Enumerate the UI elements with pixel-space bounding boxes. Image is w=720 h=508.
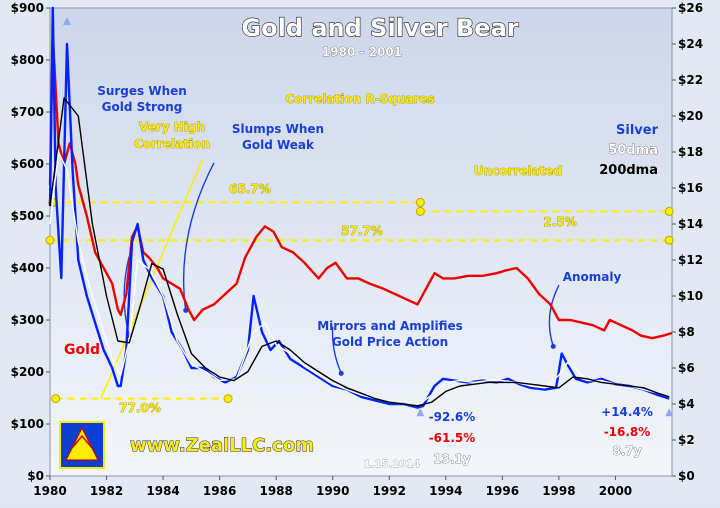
- legend-silver: Silver: [616, 123, 659, 138]
- annotation-arrow-head: [550, 343, 556, 349]
- very-high-label-2: Correlation: [134, 137, 210, 151]
- x-tick-label: 1986: [203, 484, 236, 498]
- x-tick-label: 1982: [90, 484, 123, 498]
- x-tick-label: 1988: [259, 484, 292, 498]
- gold-series-label: Gold: [64, 342, 100, 358]
- right-tick-label: $8: [678, 325, 695, 339]
- right-tick-label: $4: [678, 397, 695, 411]
- stat2-silver: +14.4%: [601, 405, 653, 419]
- left-tick-label: $600: [11, 157, 44, 171]
- right-tick-label: $22: [678, 73, 703, 87]
- right-tick-label: $24: [678, 37, 703, 51]
- right-tick-label: $16: [678, 181, 703, 195]
- website-label: www.ZealLLC.com: [130, 435, 314, 456]
- right-tick-label: $26: [678, 1, 703, 15]
- mirrors-label-1: Mirrors and Amplifies: [317, 319, 463, 333]
- correlation-dash-dot: [45, 235, 55, 245]
- logo-emblem-arc: [71, 434, 93, 449]
- annotation-arrow: [331, 326, 342, 374]
- surges-label-2: Gold Strong: [102, 100, 183, 114]
- rsq-657: 65.7%: [229, 182, 271, 196]
- x-tick-label: 2000: [599, 484, 632, 498]
- annotation-arrow: [548, 284, 560, 347]
- right-axis: $0 $2 $4 $6 $8 $10 $12 $14 $16 $18 $20 $22 $24 $26: [672, 1, 703, 483]
- rsq-title: Correlation R-Squares: [285, 92, 434, 106]
- left-tick-label: $300: [11, 313, 44, 327]
- right-tick-label: $14: [678, 217, 703, 231]
- slumps-label-1: Slumps When: [232, 122, 324, 136]
- uncorrelated-label: Uncorrelated: [474, 164, 562, 178]
- right-tick-label: $2: [678, 433, 695, 447]
- left-tick-label: $100: [11, 417, 44, 431]
- left-tick-label: $0: [27, 469, 44, 483]
- stat1-years: 13.1y: [433, 452, 471, 466]
- right-tick-label: $10: [678, 289, 703, 303]
- rsq-577: 57.7%: [341, 224, 383, 238]
- x-axis: 1980 1982 1984 1986 1988 1990 1992 1994 1996 1998…: [33, 476, 632, 498]
- series-line-gold: [48, 32, 673, 340]
- left-axis: $0 $100 $200 $300 $400 $500 $600 $700 $800 $900: [11, 1, 50, 483]
- series-line-silver: [48, 6, 670, 409]
- correlation-dash-dot: [415, 197, 425, 207]
- correlation-dash-dot: [51, 394, 61, 404]
- x-tick-label: 1980: [33, 484, 66, 498]
- correlation-dash-dot: [664, 206, 674, 216]
- correlation-dash-dot: [415, 206, 425, 216]
- anomaly-label: Anomaly: [563, 270, 622, 284]
- x-tick-label: 1992: [373, 484, 406, 498]
- start-end-marker: [416, 408, 425, 417]
- legend-200dma: 200dma: [599, 163, 658, 178]
- series-lines: [48, 6, 673, 409]
- x-tick-label: 1990: [316, 484, 349, 498]
- surges-label-1: Surges When: [97, 84, 187, 98]
- stat1-gold: -61.5%: [429, 431, 476, 445]
- mirrors-label-2: Gold Price Action: [332, 335, 448, 349]
- slumps-label-2: Gold Weak: [242, 138, 315, 152]
- left-tick-label: $700: [11, 105, 44, 119]
- logo-emblem: [65, 426, 99, 461]
- correlation-dash-dot: [664, 235, 674, 245]
- chart-title: Gold and Silver Bear: [241, 14, 518, 42]
- left-tick-label: $500: [11, 209, 44, 223]
- correlation-dashes: [45, 158, 674, 404]
- rsq-770: 77.0%: [119, 401, 161, 415]
- right-tick-label: $6: [678, 361, 695, 375]
- rsq-25: 2.5%: [543, 215, 576, 229]
- x-tick-label: 1984: [146, 484, 179, 498]
- date-label: 1.15.2014: [364, 459, 420, 470]
- right-tick-label: $18: [678, 145, 703, 159]
- series-line-200dma: [49, 97, 670, 407]
- right-tick-label: $12: [678, 253, 703, 267]
- left-tick-label: $800: [11, 53, 44, 67]
- x-tick-label: 1996: [486, 484, 519, 498]
- correlation-dash-dot: [223, 394, 233, 404]
- annotation-arrow-head: [183, 307, 189, 313]
- right-tick-label: $20: [678, 109, 703, 123]
- start-end-marker: [665, 408, 674, 417]
- left-tick-label: $400: [11, 261, 44, 275]
- stat1-silver: -92.6%: [429, 410, 476, 424]
- stat2-years: 8.7y: [612, 444, 641, 458]
- annotation-arrow-head: [338, 370, 344, 376]
- x-tick-label: 1994: [429, 484, 462, 498]
- chart-subtitle: 1980 - 2001: [322, 45, 402, 59]
- x-tick-label: 1998: [542, 484, 575, 498]
- stat2-gold: -16.8%: [604, 425, 651, 439]
- start-end-marker: [62, 17, 71, 25]
- left-tick-label: $900: [11, 1, 44, 15]
- annotation-arrow: [182, 162, 215, 311]
- left-tick-label: $200: [11, 365, 44, 379]
- right-tick-label: $0: [678, 469, 695, 483]
- zeal-logo: [59, 421, 105, 469]
- legend-50dma: 50dma: [608, 143, 658, 158]
- very-high-label-1: Very High: [139, 120, 205, 134]
